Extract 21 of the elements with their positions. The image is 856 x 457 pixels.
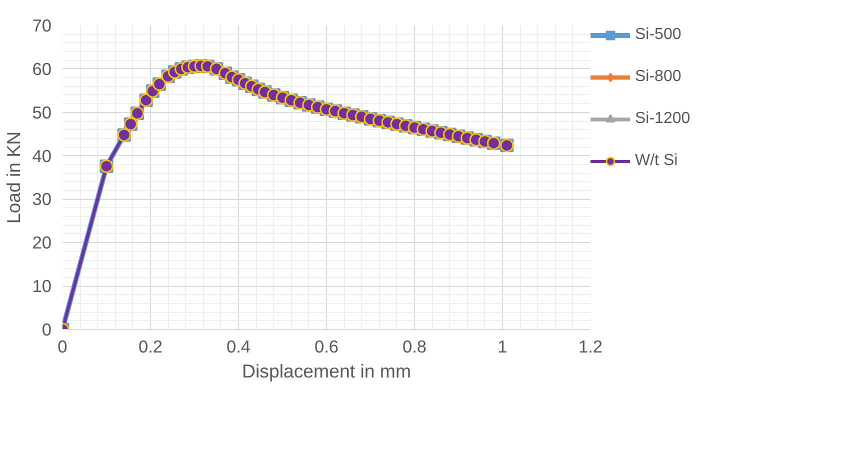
x-axis-title: Displacement in mm bbox=[242, 360, 412, 382]
y-tick-label: 10 bbox=[32, 276, 52, 296]
x-tick-label: 0.4 bbox=[226, 336, 251, 356]
x-tick-label: 0 bbox=[58, 336, 68, 356]
legend-label: W/t Si bbox=[635, 152, 679, 170]
y-tick-label: 60 bbox=[32, 58, 52, 79]
y-axis-title: Load in KN bbox=[3, 131, 24, 224]
x-tick-label: 1.2 bbox=[578, 336, 603, 356]
legend-label: Si-800 bbox=[635, 68, 682, 86]
x-tick-label: 0.8 bbox=[402, 336, 427, 356]
x-tick-label: 0.6 bbox=[314, 336, 339, 356]
y-tick-label: 70 bbox=[32, 16, 52, 36]
y-tick-label: 20 bbox=[32, 232, 52, 253]
x-tick-label: 1 bbox=[498, 336, 508, 356]
legend-label: Si-1200 bbox=[635, 110, 692, 128]
y-tick-label: 50 bbox=[32, 102, 52, 122]
x-tick-label: 0.2 bbox=[138, 336, 163, 356]
legend-label: Si-500 bbox=[635, 26, 682, 44]
y-tick-label: 30 bbox=[32, 189, 52, 210]
y-tick-label: 0 bbox=[42, 320, 52, 340]
y-tick-label: 40 bbox=[32, 146, 52, 166]
